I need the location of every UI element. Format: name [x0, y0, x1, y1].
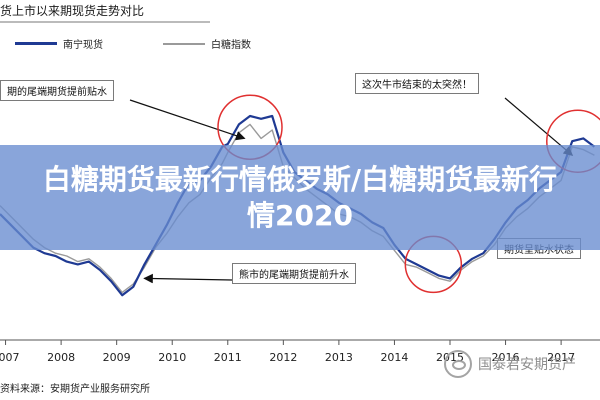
legend-swatch-spot [15, 42, 57, 45]
x-tick-label: 2013 [325, 351, 353, 364]
x-tick-label: 2012 [269, 351, 297, 364]
callout-bull-end: 这次牛市结束的太突然！ [355, 73, 479, 94]
callout-arrow [143, 273, 233, 284]
watermark: 国泰君安期货产 [444, 350, 576, 378]
legend: 南宁现货 白糖指数 [15, 36, 251, 51]
callout-bear-premium: 熊市的尾端期货提前升水 [232, 263, 356, 284]
banner-title: 白糖期货最新行情俄罗斯/白糖期货最新行情2020 [42, 162, 558, 232]
x-tick-labels: 2007200820092010201120122013201420152016… [0, 340, 575, 364]
wechat-icon [444, 350, 472, 378]
x-tick-label: 2008 [47, 351, 75, 364]
chart-title: 货上市以来期现货走势对比 [0, 4, 145, 18]
legend-swatch-index [163, 42, 205, 45]
x-tick-label: 2017 [547, 351, 575, 364]
x-tick-label: 2016 [492, 351, 520, 364]
callout-discount: 期的尾端期货提前贴水 [0, 80, 114, 101]
legend-label-spot: 南宁现货 [63, 40, 103, 51]
source-note: 资料来源：安期货产业服务研究所 [0, 384, 150, 395]
x-tick-label: 2014 [380, 351, 408, 364]
x-tick-label: 2011 [214, 351, 242, 364]
legend-label-index: 白糖指数 [211, 40, 251, 51]
legend-item-spot: 南宁现货 [15, 36, 103, 51]
watermark-text: 国泰君安期货产 [478, 357, 576, 373]
title-banner: 白糖期货最新行情俄罗斯/白糖期货最新行情2020 [0, 145, 600, 250]
legend-item-index: 白糖指数 [163, 36, 251, 51]
chart-axes [0, 21, 600, 341]
callout-arrow [129, 99, 246, 141]
x-tick-label: 2007 [0, 351, 20, 364]
x-tick-label: 2009 [103, 351, 131, 364]
x-tick-label: 2010 [158, 351, 186, 364]
